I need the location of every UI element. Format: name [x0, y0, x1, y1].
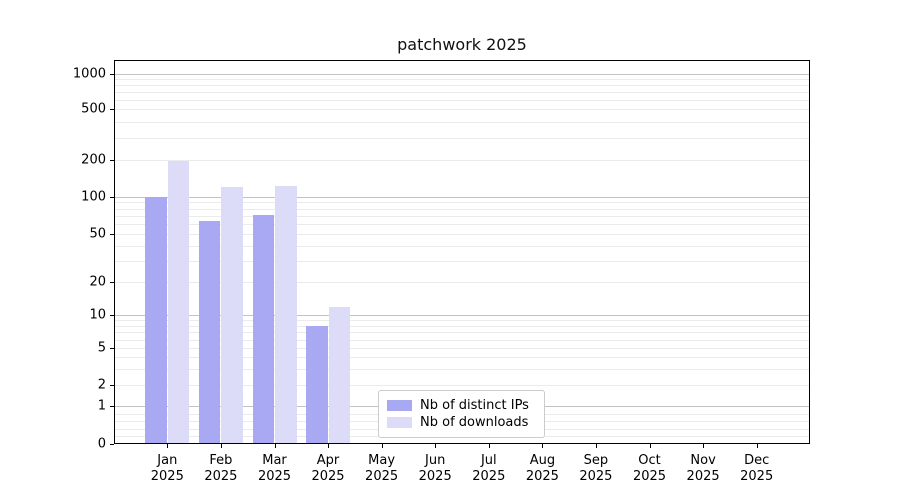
- x-tick-label: Aug 2025: [525, 453, 559, 484]
- y-gridline: [115, 357, 809, 359]
- y-tick-mark: [110, 444, 114, 445]
- x-tick-mark: [220, 444, 222, 448]
- y-gridline: [115, 348, 809, 350]
- bar-distinct-ips: [252, 215, 274, 443]
- y-tick-label: 50: [89, 226, 106, 242]
- y-gridline: [115, 282, 809, 284]
- y-gridline: [115, 121, 809, 123]
- y-tick-mark: [110, 282, 114, 284]
- y-gridline: [115, 234, 809, 235]
- x-tick-mark: [274, 444, 276, 448]
- x-tick-label: Jun 2025: [418, 453, 452, 484]
- y-gridline: [115, 224, 809, 226]
- y-gridline: [115, 245, 809, 247]
- x-tick-label: Feb 2025: [204, 453, 238, 484]
- y-tick-label: 0: [97, 436, 106, 452]
- y-gridline: [115, 100, 809, 101]
- y-gridline: [115, 325, 809, 327]
- x-tick-mark: [649, 444, 651, 448]
- x-tick-mark: [328, 444, 329, 448]
- x-tick-mark: [542, 444, 544, 448]
- y-gridline: [115, 109, 809, 111]
- x-tick-mark: [488, 444, 490, 448]
- y-tick-label: 200: [81, 152, 106, 168]
- y-gridline: [115, 92, 809, 94]
- y-tick-mark: [110, 348, 114, 350]
- y-gridline: [115, 339, 809, 341]
- y-gridline: [115, 315, 809, 317]
- y-tick-label: 500: [81, 101, 106, 117]
- y-tick-mark: [110, 160, 114, 162]
- y-tick-mark: [110, 406, 114, 407]
- x-tick-label: Nov 2025: [686, 453, 720, 484]
- x-tick-label: Apr 2025: [311, 453, 345, 484]
- legend-item-distinct-ips: Nb of distinct IPs: [387, 397, 536, 414]
- y-gridline: [115, 320, 809, 322]
- x-tick-mark: [381, 444, 383, 448]
- x-tick-mark: [167, 444, 169, 448]
- y-gridline: [115, 85, 809, 87]
- y-tick-label: 1: [97, 398, 106, 414]
- y-tick-mark: [110, 74, 114, 75]
- plot-area: [114, 60, 810, 444]
- y-tick-mark: [110, 196, 114, 198]
- legend-label-distinct-ips: Nb of distinct IPs: [420, 398, 529, 413]
- y-tick-label: 20: [89, 274, 106, 290]
- x-tick-label: Jan 2025: [150, 453, 184, 484]
- y-gridline: [115, 137, 809, 139]
- y-gridline: [115, 202, 809, 204]
- legend-swatch-downloads: [387, 417, 412, 428]
- y-tick-label: 2: [97, 377, 106, 393]
- x-tick-label: May 2025: [365, 453, 399, 484]
- y-tick-label: 1000: [72, 66, 106, 82]
- legend: Nb of distinct IPs Nb of downloads: [378, 390, 545, 438]
- x-tick-mark: [435, 444, 437, 448]
- bar-downloads: [328, 306, 350, 443]
- x-tick-label: Sep 2025: [579, 453, 613, 484]
- y-gridline: [115, 332, 809, 334]
- y-tick-label: 10: [89, 307, 106, 323]
- legend-label-downloads: Nb of downloads: [420, 415, 529, 430]
- y-tick-mark: [110, 109, 114, 111]
- y-gridline: [115, 74, 809, 75]
- bar-downloads: [221, 187, 243, 443]
- y-gridline: [115, 79, 809, 81]
- y-tick-mark: [110, 384, 114, 386]
- y-gridline: [115, 196, 809, 198]
- legend-item-downloads: Nb of downloads: [387, 414, 536, 431]
- x-tick-mark: [756, 444, 758, 448]
- bar-distinct-ips: [145, 196, 167, 443]
- x-tick-label: Mar 2025: [257, 453, 292, 484]
- y-tick-mark: [110, 315, 114, 317]
- y-gridline: [115, 384, 809, 386]
- y-gridline: [115, 260, 809, 262]
- y-tick-label: 5: [97, 340, 106, 356]
- bar-distinct-ips: [306, 325, 328, 443]
- x-tick-label: Dec 2025: [740, 453, 774, 484]
- y-tick-mark: [110, 234, 114, 235]
- x-tick-mark: [595, 444, 597, 448]
- bar-downloads: [275, 185, 297, 443]
- y-gridline: [115, 208, 809, 210]
- legend-swatch-distinct-ips: [387, 400, 412, 411]
- y-gridline: [115, 215, 809, 217]
- x-tick-label: Oct 2025: [632, 453, 667, 484]
- bar-distinct-ips: [198, 220, 221, 443]
- bar-downloads: [167, 161, 190, 443]
- y-gridline: [115, 368, 809, 370]
- y-gridline: [115, 160, 809, 162]
- x-tick-label: Jul 2025: [472, 453, 506, 484]
- x-tick-mark: [703, 444, 705, 448]
- y-tick-label: 100: [81, 189, 106, 205]
- chart-title: patchwork 2025: [397, 35, 527, 54]
